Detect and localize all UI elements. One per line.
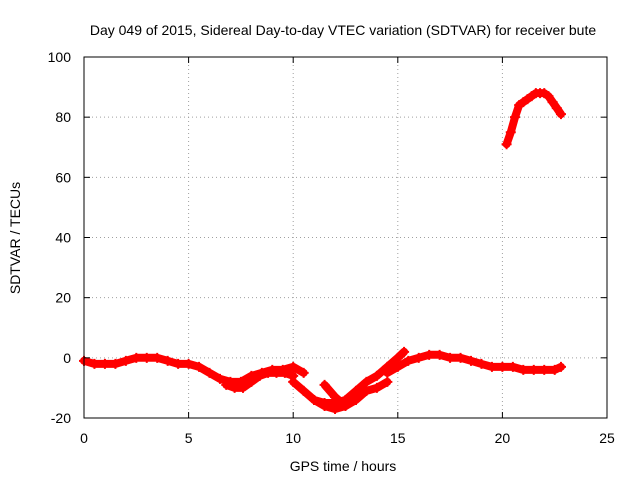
data-point <box>371 370 382 381</box>
data-point <box>543 91 554 102</box>
data-point <box>518 364 529 375</box>
data-point <box>434 349 445 360</box>
data-point <box>298 385 309 396</box>
data-point <box>497 361 508 372</box>
data-point <box>214 373 225 384</box>
data-point <box>528 364 539 375</box>
x-tick-label: 5 <box>185 430 193 446</box>
data-point <box>246 376 257 387</box>
chart-title: Day 049 of 2015, Sidereal Day-to-day VTE… <box>90 22 597 38</box>
data-point <box>141 352 152 363</box>
x-axis-label: GPS time / hours <box>290 458 397 474</box>
data-point <box>319 400 330 411</box>
data-point <box>399 346 410 357</box>
data-point <box>204 367 215 378</box>
data-point <box>509 112 520 123</box>
x-tick-label: 20 <box>495 430 511 446</box>
data-point <box>445 352 456 363</box>
data-point <box>288 361 299 372</box>
y-tick-label: 0 <box>63 350 71 366</box>
data-point <box>476 358 487 369</box>
y-tick-label: 20 <box>55 290 71 306</box>
data-point <box>392 361 403 372</box>
data-point <box>309 394 320 405</box>
data-point <box>319 379 330 390</box>
data-point <box>194 361 205 372</box>
data-point <box>361 376 372 387</box>
data-points <box>79 88 566 414</box>
data-point <box>466 355 477 366</box>
data-point <box>152 352 163 363</box>
data-point <box>131 352 142 363</box>
data-point <box>330 391 341 402</box>
x-tick-label: 10 <box>285 430 301 446</box>
data-point <box>392 352 403 363</box>
data-point <box>99 358 110 369</box>
data-point <box>486 361 497 372</box>
data-point <box>505 127 516 138</box>
data-point <box>162 355 173 366</box>
data-point <box>350 391 361 402</box>
data-point <box>555 109 566 120</box>
x-tick-label: 0 <box>80 430 88 446</box>
data-point <box>501 139 512 150</box>
data-point <box>551 103 562 114</box>
data-point <box>424 349 435 360</box>
y-tick-label: 60 <box>55 169 71 185</box>
data-point <box>382 376 393 387</box>
data-point <box>403 355 414 366</box>
y-axis-label: SDTVAR / TECUs <box>7 182 23 294</box>
y-tick-label: -20 <box>51 410 71 426</box>
y-tick-label: 100 <box>48 49 72 65</box>
y-tick-label: 40 <box>55 230 71 246</box>
data-point <box>110 358 121 369</box>
data-point <box>183 358 194 369</box>
data-point <box>361 385 372 396</box>
data-point <box>455 352 466 363</box>
data-point <box>120 355 131 366</box>
data-point <box>237 382 248 393</box>
x-tick-label: 25 <box>599 430 615 446</box>
axis-ticks: 0 5 10 15 20 25 -20 0 20 40 60 80 100 <box>48 49 615 446</box>
data-point <box>539 364 550 375</box>
data-point <box>298 367 309 378</box>
data-point <box>229 382 240 393</box>
data-point <box>279 367 290 378</box>
gridlines <box>84 57 607 418</box>
y-tick-label: 80 <box>55 109 71 125</box>
data-point <box>549 364 560 375</box>
data-point <box>547 97 558 108</box>
data-point <box>89 358 100 369</box>
data-point <box>371 382 382 393</box>
data-point <box>382 367 393 378</box>
data-point <box>271 367 282 378</box>
data-point <box>221 379 232 390</box>
data-point <box>288 376 299 387</box>
x-tick-label: 15 <box>390 430 406 446</box>
data-point <box>340 400 351 411</box>
data-point <box>173 358 184 369</box>
data-point <box>507 361 518 372</box>
data-point <box>254 370 265 381</box>
data-point <box>330 403 341 414</box>
data-point <box>263 367 274 378</box>
data-point <box>555 361 566 372</box>
data-point <box>413 352 424 363</box>
